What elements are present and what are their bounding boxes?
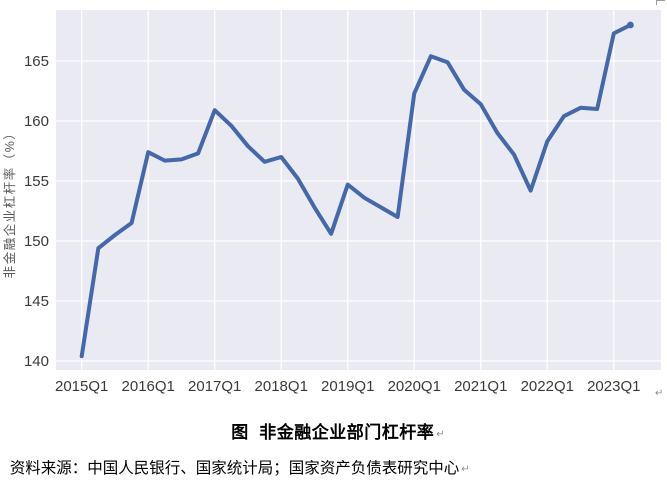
x-tick-label: 2016Q1 (122, 378, 175, 395)
x-tick-label: 2017Q1 (188, 378, 241, 395)
y-tick-label: 155 (24, 173, 49, 190)
x-tick-label: 2018Q1 (255, 378, 308, 395)
y-tick-label: 140 (24, 353, 49, 370)
y-tick-label: 165 (24, 53, 49, 70)
source-note-row: 资料来源：中国人民银行、国家统计局；国家资产负债表研究中心 ↵ (2, 438, 662, 478)
figure-caption-row: 图 非金融企业部门杠杆率 ↵ (0, 400, 667, 443)
y-tick-label: 150 (24, 233, 49, 250)
paragraph-mark: ↵ (655, 388, 664, 399)
plot-area (56, 10, 661, 370)
x-tick-label: 2022Q1 (521, 378, 574, 395)
paragraph-mark: ↵ (436, 429, 445, 440)
x-tick-label: 2015Q1 (55, 378, 108, 395)
leverage-line-chart: 140 145 150 155 160 165 2015Q1 2016Q1 2017Q1 2018… (2, 10, 661, 395)
x-tick-label: 2020Q1 (388, 378, 441, 395)
gridlines (56, 10, 661, 370)
figure-caption: 图 非金融企业部门杠杆率 (231, 423, 435, 442)
x-tick-label: 2021Q1 (454, 378, 507, 395)
source-note: 资料来源：中国人民银行、国家统计局；国家资产负债表研究中心 (9, 460, 460, 477)
y-axis-tick-labels: 140 145 150 155 160 165 (24, 53, 49, 370)
paragraph-mark: ↵ (461, 464, 470, 475)
text-boundary-corner-mark (656, 0, 665, 5)
y-tick-label: 145 (24, 293, 49, 310)
y-axis-title: 非金融企业杠杆率（%） (2, 126, 17, 279)
y-tick-label: 160 (24, 113, 49, 130)
x-tick-label: 2019Q1 (321, 378, 374, 395)
last-point-marker (627, 21, 634, 29)
leverage-series-line (79, 23, 633, 359)
x-tick-label: 2023Q1 (587, 378, 640, 395)
x-axis-tick-labels: 2015Q1 2016Q1 2017Q1 2018Q1 2019Q1 2020Q1 2021… (55, 378, 640, 395)
